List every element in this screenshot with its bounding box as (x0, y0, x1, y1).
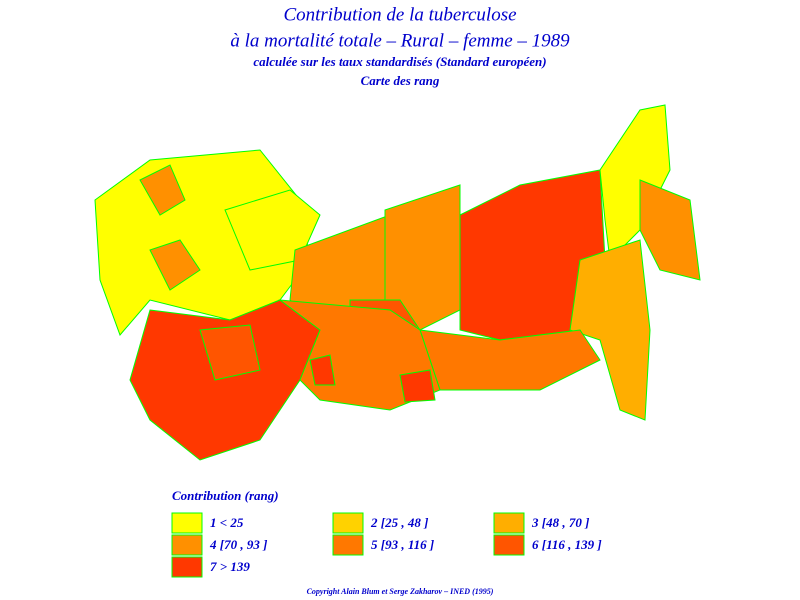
legend-swatch (332, 512, 364, 534)
copyright: Copyright Alain Blum et Serge Zakharov –… (307, 587, 494, 596)
subtitle: calculée sur les taux standardisés (Stan… (253, 54, 546, 69)
legend-label: 2 [25 , 48 ] (370, 515, 428, 530)
legend-label: 5 [93 , 116 ] (371, 537, 434, 552)
region (139, 164, 186, 216)
legend: 1 < 25 2 [25 , 48 ] 3 [48 , 70 ] 4 [70 , 93… (171, 512, 602, 578)
legend-swatch (171, 556, 203, 578)
legend-swatch (493, 534, 525, 556)
legend-swatch (493, 512, 525, 534)
legend-label: 7 > 139 (210, 559, 250, 574)
legend-swatch (171, 534, 203, 556)
region (129, 299, 321, 461)
legend-label: 1 < 25 (210, 515, 244, 530)
legend-label: 6 [116 , 139 ] (532, 537, 602, 552)
legend-label: 3 [48 , 70 ] (531, 515, 589, 530)
region (419, 329, 601, 391)
region (199, 324, 261, 381)
legend-label: 4 [70 , 93 ] (209, 537, 267, 552)
legend-title: Contribution (rang) (172, 488, 279, 503)
title: à la mortalité totale – Rural – femme – … (230, 30, 570, 51)
region (399, 369, 436, 403)
region (639, 179, 701, 281)
region (309, 354, 336, 386)
legend-swatch (332, 534, 364, 556)
legend-swatch (171, 512, 203, 534)
region (569, 239, 651, 421)
subtitle: Carte des rang (361, 73, 440, 88)
region (149, 239, 201, 291)
title: Contribution de la tuberculose (283, 4, 516, 25)
map (94, 104, 701, 461)
